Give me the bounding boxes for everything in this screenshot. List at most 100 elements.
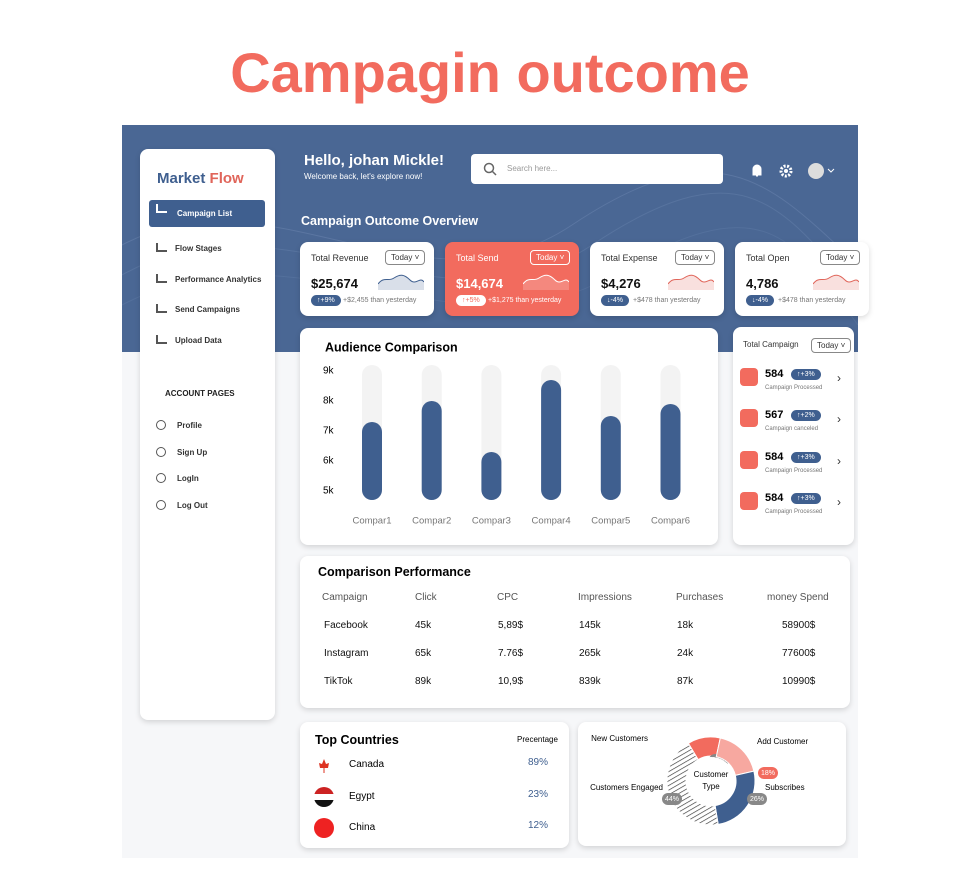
performance-title: Comparison Performance <box>318 565 471 579</box>
table-cell: 5,89$ <box>498 620 524 631</box>
campaign-value: 584 <box>765 450 784 463</box>
chevron[interactable]: › <box>837 453 841 468</box>
sparkline-path <box>668 274 714 285</box>
account-item[interactable]: Profile <box>177 421 202 430</box>
nav-item[interactable]: Performance Analytics <box>175 274 262 284</box>
chevron[interactable]: › <box>837 371 841 385</box>
table-cell: 839k <box>579 676 601 687</box>
stat-note: +$478 than yesterday <box>633 297 701 304</box>
sparkline-path <box>523 274 569 285</box>
header-icons[interactable] <box>748 160 840 182</box>
country-name: China <box>349 822 376 833</box>
campaign-icon <box>740 409 758 428</box>
brand-2: Flow <box>209 170 244 187</box>
stat-label: Total Send <box>456 253 499 263</box>
x-tick-label: Compar6 <box>651 516 690 527</box>
account-icon <box>156 446 166 457</box>
chevron[interactable]: › <box>837 412 841 427</box>
campaign-change: +3% <box>791 369 821 380</box>
nav-icon <box>156 204 167 213</box>
donut-center <box>687 757 735 805</box>
campaign-label: Campaign Processed <box>765 508 823 515</box>
period-select[interactable]: Today <box>820 250 861 265</box>
y-tick-label: 5k <box>323 486 335 497</box>
table-cell: 10,9$ <box>498 676 524 687</box>
y-tick-label: 6k <box>323 456 335 467</box>
table-header: Impressions <box>578 592 632 603</box>
greeting: Hello, johan Mickle! <box>304 152 445 169</box>
nav-icon <box>156 243 167 252</box>
stat-note: +$478 than yesterday <box>778 297 846 304</box>
x-tick-label: Compar3 <box>472 516 511 527</box>
country-name: Canada <box>349 759 385 770</box>
value-label: 26% <box>750 796 764 803</box>
sparkline-path <box>813 274 859 285</box>
sparkline-path <box>813 275 859 290</box>
nav-item[interactable]: Upload Data <box>175 335 222 345</box>
table-header: Click <box>415 592 437 603</box>
bar <box>421 401 442 500</box>
stat-card: Total Expense Today $4,276 -4% +$478 than ye… <box>590 242 724 316</box>
table-cell: TikTok <box>324 676 353 687</box>
stat-card: Total Send Today $14,674 +5%+$1,275 than ye… <box>445 242 579 316</box>
table-cell: 24k <box>677 648 694 659</box>
period-select[interactable]: Today <box>675 250 716 265</box>
y-tick-label: 7k <box>323 426 335 437</box>
nav-icon <box>156 334 167 344</box>
campaign-label: Campaign canceled <box>765 426 819 433</box>
flags <box>314 756 334 838</box>
table-cell: 265k <box>579 648 601 659</box>
chevron[interactable]: › <box>837 494 841 509</box>
table-cell: 7.76$ <box>498 648 524 659</box>
nav-icon <box>156 304 167 313</box>
legend-label: New Customers <box>591 734 648 743</box>
campaign-icon <box>740 491 758 510</box>
campaign-label: Campaign Processed <box>765 385 823 391</box>
stat-change: -4% <box>601 295 629 306</box>
bar <box>541 380 562 500</box>
stat-value: 4,786 <box>746 276 779 291</box>
y-tick-label: 9k <box>323 366 335 377</box>
campaign-change: +3% <box>791 451 821 463</box>
country-name: Egypt <box>349 790 375 802</box>
nav-item[interactable]: Flow Stages <box>175 244 222 253</box>
legend-label: Subscribes <box>765 783 805 792</box>
center-label: Type <box>702 782 720 791</box>
campaign-change: +2% <box>791 410 821 422</box>
table-header: money Spend <box>767 592 829 603</box>
nav-active <box>149 200 265 227</box>
table-cell: 45k <box>415 620 432 631</box>
nav-item[interactable]: Send Campaigns <box>175 305 240 314</box>
period-select[interactable]: Today <box>811 338 852 353</box>
performance-card <box>300 556 850 708</box>
stat-value: $25,674 <box>311 276 358 291</box>
period-select[interactable]: Today <box>385 250 426 265</box>
account-item[interactable]: Log Out <box>177 500 208 510</box>
table-header: Purchases <box>676 592 724 603</box>
search-icon <box>483 162 497 176</box>
account-item[interactable]: Sign Up <box>177 447 208 457</box>
country-value: 89% <box>528 757 549 768</box>
table-cell: 145k <box>579 620 601 631</box>
stat-change: +9% <box>311 295 341 306</box>
country-value: 23% <box>528 788 549 800</box>
x-tick-label: Compar5 <box>591 516 630 527</box>
period-select[interactable]: Today <box>530 250 571 265</box>
table-cell: 89k <box>415 676 432 687</box>
value-badge <box>758 767 778 779</box>
stat-change: +5% <box>456 295 486 306</box>
account-item[interactable]: LogIn <box>177 474 199 483</box>
donut-segment <box>666 742 719 826</box>
stat-card: Total Open Today 4,786 -4% +$478 than yester… <box>735 242 869 316</box>
campaign-value: 584 <box>765 368 784 380</box>
nav-item[interactable]: Campaign List <box>177 209 233 218</box>
search[interactable]: Search here... <box>471 154 723 184</box>
campaign-value: 567 <box>765 409 784 422</box>
search-placeholder: Search here... <box>507 164 558 173</box>
table-header: CPC <box>497 592 519 603</box>
countries-card <box>300 722 569 848</box>
table-cell: 87k <box>677 676 694 687</box>
center-label: Customer <box>694 770 729 779</box>
value-badge <box>747 793 767 805</box>
